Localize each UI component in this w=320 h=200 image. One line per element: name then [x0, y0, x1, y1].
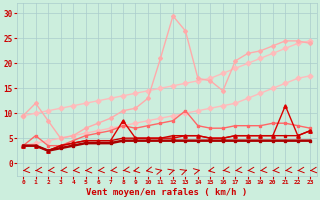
X-axis label: Vent moyen/en rafales ( km/h ): Vent moyen/en rafales ( km/h ): [86, 188, 247, 197]
